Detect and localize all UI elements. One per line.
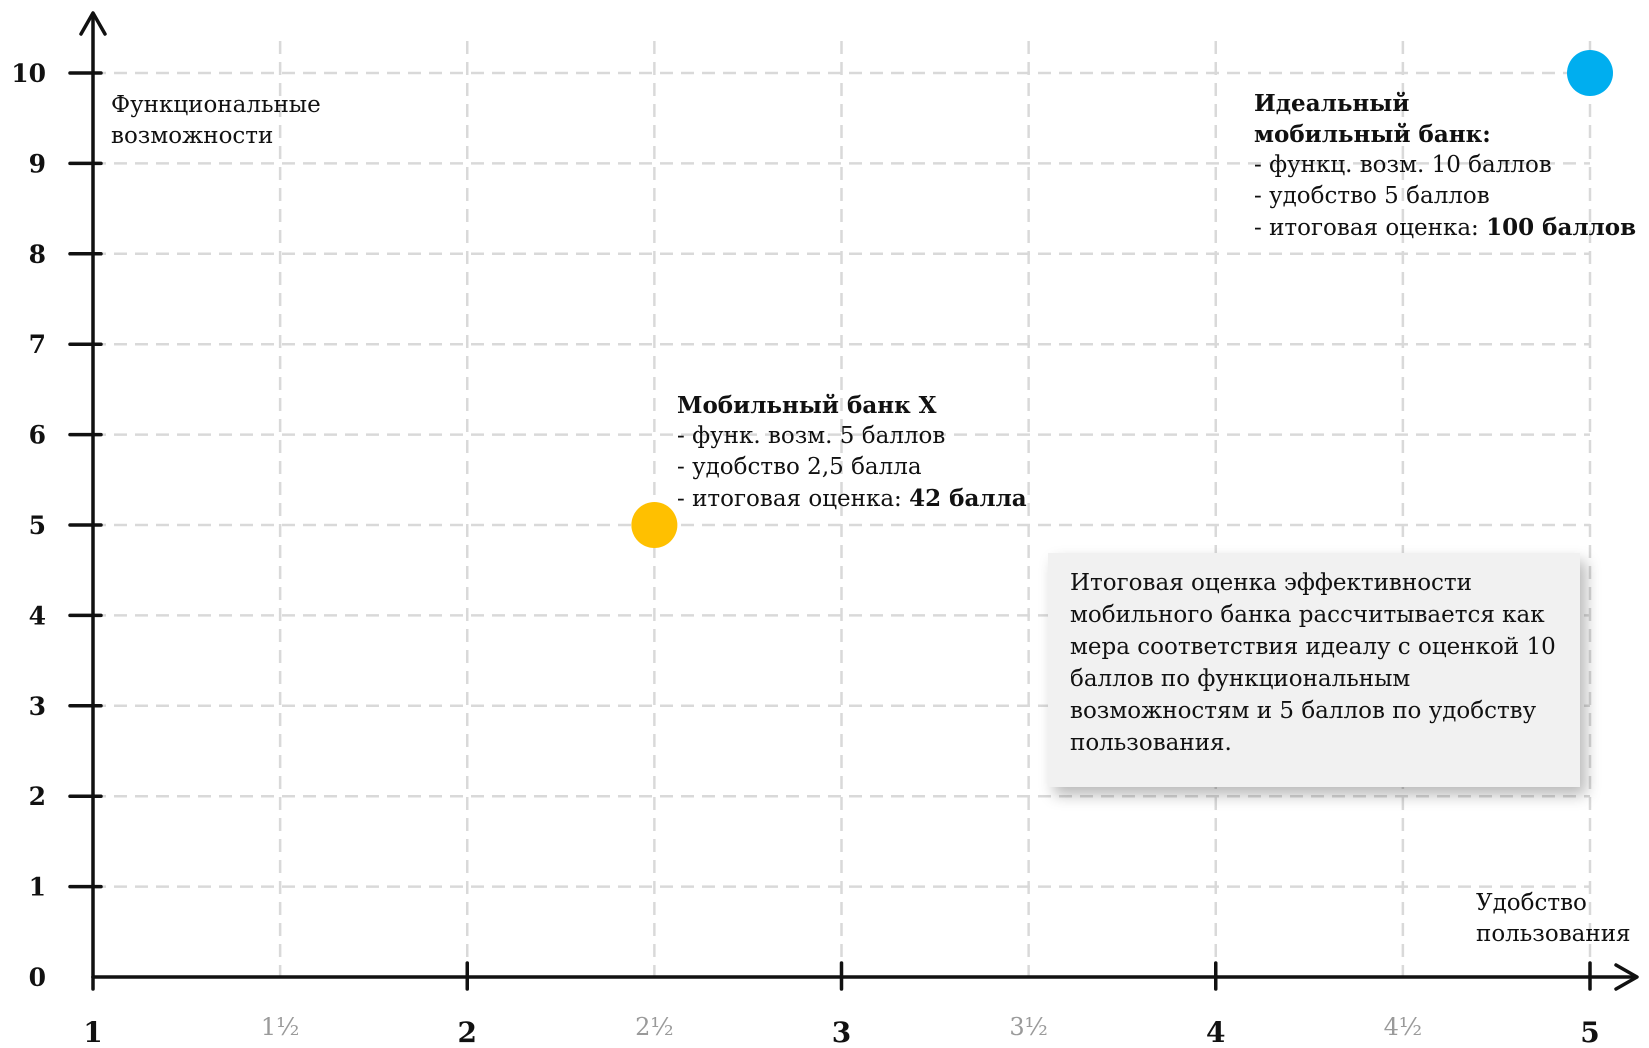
y-tick-label: 10 — [11, 59, 46, 88]
bank-x-title: Мобильный банк X — [677, 392, 937, 419]
y-axis-ticks: 0 1 2 3 4 5 6 7 8 9 10 — [11, 59, 103, 992]
x-minor-tick-label: 3½ — [1009, 1013, 1048, 1041]
ideal-score-prefix: - итоговая оценка: — [1254, 215, 1487, 241]
methodology-note: Итоговая оценка эффективности мобильного… — [1048, 553, 1580, 787]
bank-x-line3: - итоговая оценка: 42 балла — [677, 483, 1077, 515]
data-points — [631, 50, 1613, 548]
ideal-line1: - функц. возм. 10 баллов — [1254, 152, 1552, 178]
bank-x-line1: - функ. возм. 5 баллов — [677, 423, 946, 449]
x-minor-tick-label: 1½ — [261, 1013, 300, 1041]
ideal-score-value: 100 баллов — [1486, 214, 1637, 241]
x-axis-arrow — [1614, 963, 1639, 991]
y-axis-title: Функциональные возможности — [111, 90, 371, 152]
x-tick-label: 3 — [832, 1016, 851, 1048]
y-tick-label: 5 — [29, 511, 46, 540]
y-axis-title-line2: возможности — [111, 123, 274, 149]
y-tick-label: 2 — [29, 782, 46, 811]
data-point — [631, 502, 678, 548]
x-tick-label: 4 — [1206, 1016, 1225, 1048]
bank-x-score-prefix: - итоговая оценка: — [677, 486, 910, 512]
y-tick-label: 4 — [29, 601, 46, 630]
ideal-bank-annotation: Идеальный мобильный банк: - функц. возм.… — [1254, 88, 1646, 244]
ideal-line3: - итоговая оценка: 100 баллов — [1254, 212, 1646, 244]
y-tick-label: 6 — [29, 421, 46, 450]
bank-x-line2: - удобство 2,5 балла — [677, 454, 922, 480]
y-tick-label: 7 — [29, 330, 46, 359]
ideal-title-line2: мобильный банк: — [1254, 121, 1491, 148]
ideal-title-line1: Идеальный — [1254, 90, 1410, 117]
x-tick-label: 5 — [1580, 1016, 1599, 1048]
x-tick-label: 2 — [458, 1016, 477, 1048]
bank-x-score-value: 42 балла — [909, 485, 1027, 512]
y-axis-arrow — [79, 11, 107, 36]
bank-x-annotation: Мобильный банк X - функ. возм. 5 баллов … — [677, 390, 1077, 515]
x-axis-title: Удобство пользования — [1476, 888, 1646, 950]
y-tick-label: 1 — [29, 873, 46, 902]
y-tick-label: 8 — [29, 240, 46, 269]
x-tick-label: 1 — [83, 1016, 102, 1048]
y-tick-label: 3 — [29, 692, 46, 721]
x-axis-title-line2: пользования — [1476, 921, 1631, 947]
x-axis-title-line1: Удобство — [1476, 890, 1587, 916]
ideal-line2: - удобство 5 баллов — [1254, 183, 1490, 209]
x-minor-tick-label: 2½ — [635, 1013, 674, 1041]
x-axis-ticks: 1 1½ 2 2½ 3 3½ 4 4½ 5 — [83, 961, 1600, 1048]
y-axis-title-line1: Функциональные — [111, 92, 321, 118]
y-tick-label: 9 — [29, 149, 46, 178]
data-point — [1567, 50, 1613, 96]
axes — [79, 11, 1639, 991]
x-minor-tick-label: 4½ — [1384, 1013, 1423, 1041]
y-tick-label: 0 — [29, 963, 46, 992]
